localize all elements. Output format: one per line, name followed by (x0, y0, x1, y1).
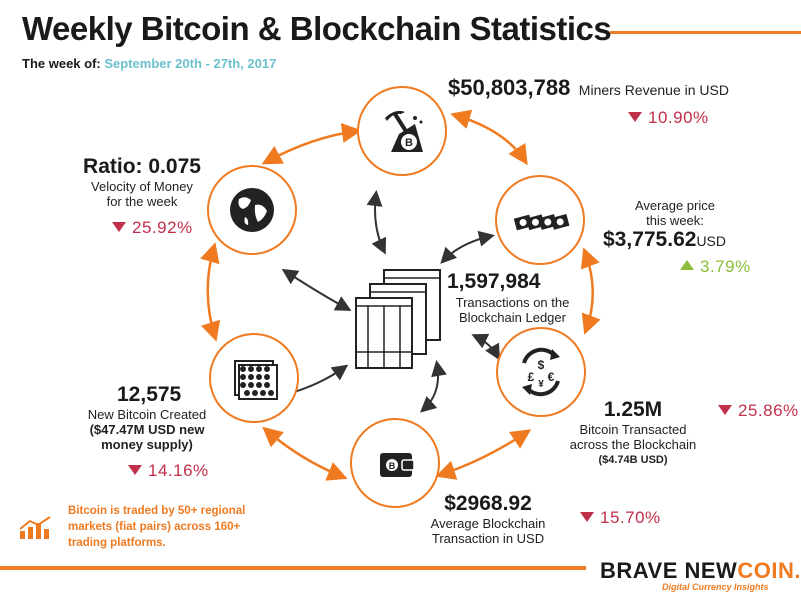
banknotes-icon (513, 213, 570, 231)
new-bitcoin-label-line1: New Bitcoin Created (87, 407, 207, 422)
transacted-label-line2: across the Blockchain (569, 437, 697, 452)
avg-tx-value: $2968.92 (444, 492, 532, 515)
down-arrow-icon (628, 112, 642, 122)
price-label-line1: Average price (635, 198, 715, 213)
svg-text:B: B (405, 137, 413, 149)
avg-tx-label-line2: Transaction in USD (431, 531, 545, 546)
down-arrow-icon (112, 222, 126, 232)
price-change: 3.79% (680, 257, 751, 277)
transacted-change: 25.86% (718, 401, 799, 421)
price-label-line2: this week: (646, 213, 704, 228)
new-bitcoin-node (209, 333, 299, 423)
new-bitcoin-change-value: 14.16% (148, 461, 209, 480)
velocity-node (207, 165, 297, 255)
down-arrow-icon (128, 465, 142, 475)
ratio-label-line1: Velocity of Money (91, 179, 193, 194)
ratio-label-line2: for the week (106, 194, 178, 209)
price-value: $3,775.62 (603, 228, 697, 251)
transactions-label-line1: Transactions on the (455, 295, 570, 310)
globe-icon (230, 188, 274, 232)
avg-tx-change: 15.70% (580, 508, 661, 528)
pickaxe-bitcoin-icon: B (385, 110, 423, 152)
avg-tx-label-line1: Average Blockchain (430, 516, 546, 531)
avg-tx-node: B (350, 418, 440, 508)
down-arrow-icon (580, 512, 594, 522)
miners-value: $50,803,788 (448, 75, 571, 100)
footer-rule (0, 566, 586, 570)
brand-name-part1: BRAVE NEW (600, 558, 738, 583)
ledger-pages-icon (355, 269, 441, 369)
transactions-stat: 1,597,984 (447, 270, 540, 294)
transacted-value: 1.25M (603, 398, 663, 421)
brand-name-part2: COIN. (737, 558, 801, 583)
transacted-stat: 1.25M Bitcoin Transacted across the Bloc… (558, 398, 708, 469)
ratio-change-value: 25.92% (132, 218, 193, 237)
up-arrow-icon (680, 260, 694, 270)
transactions-value: 1,597,984 (447, 270, 541, 293)
new-bitcoin-value: 12,575 (117, 383, 182, 406)
price-stat: $3,775.62USD (603, 228, 726, 252)
miners-label: Miners Revenue in USD (578, 82, 729, 98)
svg-text:¥: ¥ (538, 379, 544, 390)
wallet-icon: B (380, 453, 415, 477)
page-title: Weekly Bitcoin & Blockchain Statistics (22, 10, 612, 47)
transacted-label-line3: ($4.74B USD) (598, 454, 668, 466)
currency-exchange-icon: $ £ € ¥ (522, 347, 560, 397)
miners-stat: $50,803,788 Miners Revenue in USD (448, 75, 729, 101)
miners-change: 10.90% (628, 108, 709, 128)
price-unit: USD (696, 233, 726, 249)
new-bitcoin-label-line2: ($47.47M USD new (89, 422, 205, 437)
avg-tx-stat: $2968.92 Average Blockchain Transaction … (413, 492, 563, 546)
avg-tx-change-value: 15.70% (600, 508, 661, 527)
miners-change-value: 10.90% (648, 108, 709, 127)
week-line: The week of: September 20th - 27th, 2017 (22, 56, 276, 71)
svg-text:B: B (389, 461, 396, 471)
week-dates: September 20th - 27th, 2017 (104, 56, 277, 71)
transacted-node: $ £ € ¥ (496, 327, 586, 417)
svg-text:$: $ (538, 358, 545, 372)
brand-tagline: Digital Currency Insights (662, 582, 769, 592)
ratio-change: 25.92% (112, 218, 193, 238)
ratio-stat: Ratio: 0.075 Velocity of Money for the w… (72, 155, 212, 209)
price-label: Average price this week: (620, 198, 730, 228)
title-underline (610, 31, 801, 34)
price-node (495, 175, 585, 265)
coin-stacks-icon (234, 360, 278, 400)
markets-note: Bitcoin is traded by 50+ regional market… (68, 505, 246, 549)
week-label: The week of: (22, 56, 101, 71)
new-bitcoin-stat: 12,575 New Bitcoin Created ($47.47M USD … (72, 383, 222, 452)
ratio-value: Ratio: 0.075 (83, 155, 201, 178)
new-bitcoin-change: 14.16% (128, 461, 209, 481)
growth-chart-icon (19, 516, 51, 539)
down-arrow-icon (718, 405, 732, 415)
svg-text:£: £ (528, 370, 535, 384)
price-change-value: 3.79% (700, 257, 751, 276)
transacted-change-value: 25.86% (738, 401, 799, 420)
transactions-label-line2: Blockchain Ledger (459, 310, 566, 325)
transactions-label: Transactions on the Blockchain Ledger (440, 295, 585, 325)
transacted-label-line1: Bitcoin Transacted (579, 422, 687, 437)
brand-logo: BRAVE NEWCOIN. (600, 558, 801, 584)
svg-text:€: € (548, 370, 555, 384)
miners-node: B (357, 86, 447, 176)
new-bitcoin-label-line3: money supply) (101, 437, 193, 452)
